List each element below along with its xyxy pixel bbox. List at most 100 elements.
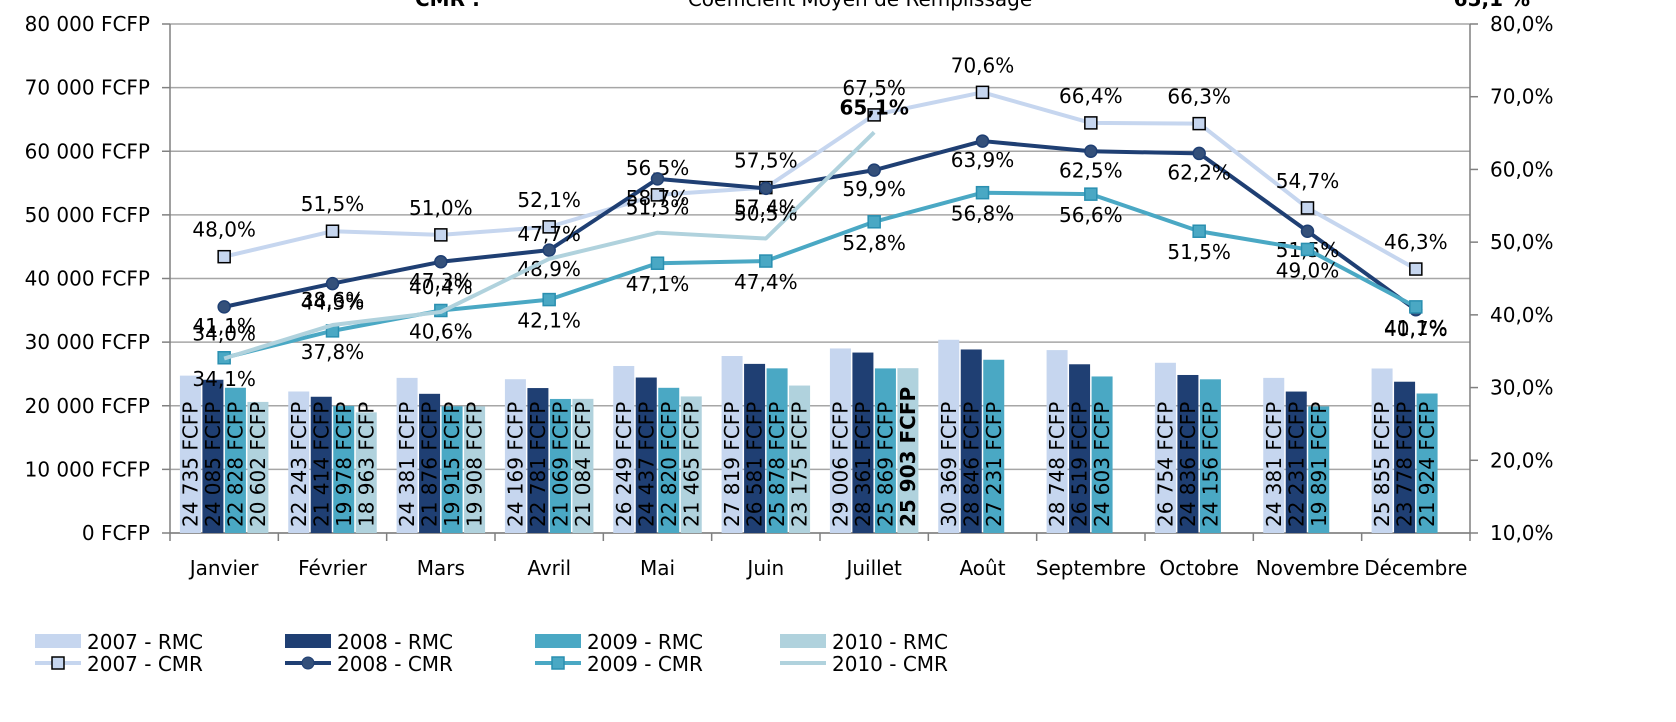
line-label: 70,6%: [951, 53, 1015, 77]
bar-label: 24 381 FCFP: [1262, 402, 1286, 527]
line-label: 57,5%: [734, 149, 798, 173]
legend-label: 2007 - RMC: [87, 630, 203, 654]
y2-tick-label: 30,0%: [1490, 376, 1554, 400]
legend-swatch: [285, 634, 331, 648]
marker: [650, 256, 665, 270]
bar: [179, 375, 201, 533]
line-label: 65,1%: [839, 95, 908, 119]
x-tick-label: Septembre: [1036, 556, 1146, 580]
bar-label: 23 778 FCFP: [1393, 402, 1417, 527]
marker: [542, 243, 556, 257]
bar-label: 28 846 FCFP: [959, 402, 983, 527]
x-tick-label: Juin: [745, 556, 784, 580]
marker: [1409, 262, 1423, 276]
legend-marker: [551, 656, 565, 670]
legend-label: 2008 - CMR: [337, 652, 453, 676]
bar: [441, 406, 463, 533]
bar-label: 27 819 FCFP: [720, 402, 744, 527]
bar-label: 24 169 FCFP: [503, 402, 527, 527]
bar-label: 18 963 FCFP: [354, 402, 378, 527]
y-tick-label: 40 000 FCFP: [25, 267, 150, 291]
marker: [759, 254, 773, 268]
marker: [975, 185, 990, 200]
bar: [1154, 362, 1176, 533]
line-label: 62,2%: [1167, 160, 1231, 184]
bar: [897, 368, 919, 533]
y-tick-label: 30 000 FCFP: [25, 330, 150, 354]
y2-tick-label: 40,0%: [1490, 303, 1554, 327]
bar: [852, 352, 874, 533]
line-label: 51,5%: [301, 192, 365, 216]
bar: [613, 365, 635, 533]
bar-label: 25 878 FCFP: [765, 402, 789, 527]
line-label: 67,5%: [842, 76, 906, 100]
bar: [721, 356, 743, 533]
bar-label: 30 369 FCFP: [937, 402, 961, 527]
bar-label: 24 836 FCFP: [1176, 402, 1200, 527]
marker: [1084, 187, 1098, 201]
bar-label: 21 465 FCFP: [679, 402, 703, 527]
marker: [217, 300, 231, 314]
bar: [202, 379, 224, 533]
marker: [975, 85, 990, 100]
line-label: 40,6%: [409, 319, 473, 343]
line-label: 42,1%: [517, 309, 581, 333]
line-label: 47,3%: [409, 269, 473, 293]
marker: [867, 163, 881, 177]
bar-label: 22 828 FCFP: [223, 402, 247, 527]
line-label: 62,5%: [1059, 158, 1123, 182]
bar-label: 26 581 FCFP: [743, 402, 767, 527]
line-label: 34,1%: [192, 367, 256, 391]
x-tick-label: Janvier: [188, 556, 260, 580]
marker: [759, 181, 773, 196]
marker: [867, 215, 881, 229]
legend-label: 2010 - CMR: [832, 652, 948, 676]
grid: [170, 23, 1470, 534]
x-tick-label: Avril: [527, 556, 571, 580]
bar: [1046, 350, 1068, 533]
y2-tick-label: 60,0%: [1490, 157, 1554, 181]
legend-swatch: [535, 634, 581, 648]
marker: [217, 249, 231, 264]
marker: [434, 255, 448, 269]
bar-label: 28 361 FCFP: [851, 402, 875, 527]
bar: [766, 368, 788, 533]
x-tick-label: Février: [298, 556, 368, 580]
bar-label: 22 781 FCFP: [526, 402, 550, 527]
bar: [789, 385, 811, 533]
legend-swatch: [35, 634, 81, 648]
line-label: 48,0%: [192, 218, 256, 242]
x-tick-label: Août: [959, 556, 1005, 580]
bar-label: 19 978 FCFP: [332, 402, 356, 527]
marker: [650, 172, 665, 186]
bar-label: 21 414 FCFP: [309, 402, 333, 527]
bar: [504, 379, 526, 533]
line-label: 52,1%: [517, 188, 581, 212]
bar-label: 22 820 FCFP: [657, 402, 681, 527]
bar-label: 24 085 FCFP: [201, 402, 225, 527]
x-tick-label: Novembre: [1256, 556, 1360, 580]
bar: [247, 401, 269, 533]
bar-label: 20 602 FCFP: [246, 402, 270, 527]
bar-label: 23 175 FCFP: [788, 402, 812, 527]
line-label: 40,7%: [1384, 317, 1448, 341]
y-tick-label: 50 000 FCFP: [25, 203, 150, 227]
y2-tick-label: 80,0%: [1490, 12, 1554, 36]
line-label: 54,7%: [1276, 169, 1340, 193]
line-label: 40,4%: [409, 275, 473, 299]
y-tick-label: 70 000 FCFP: [25, 76, 150, 100]
line-label: 66,4%: [1059, 84, 1123, 108]
marker: [325, 224, 340, 238]
bar-label: 26 754 FCFP: [1153, 402, 1177, 527]
line: [223, 90, 1417, 271]
marker: [1300, 201, 1315, 215]
bar: [1091, 376, 1113, 533]
line-label: 66,3%: [1167, 85, 1231, 109]
y-tick-label: 20 000 FCFP: [25, 394, 150, 418]
bar: [1371, 368, 1393, 533]
line-label: 56,8%: [951, 202, 1015, 226]
bar: [288, 391, 310, 533]
marker: [542, 292, 556, 307]
y-tick-label: 80 000 FCFP: [25, 12, 150, 36]
bar: [419, 393, 441, 533]
